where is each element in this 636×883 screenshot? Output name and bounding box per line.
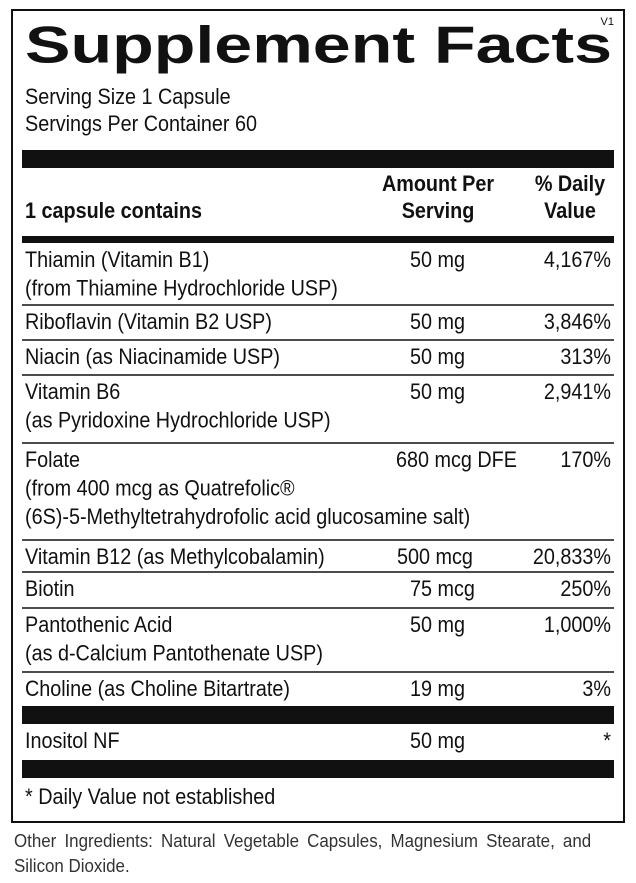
thick-rule: [22, 706, 614, 724]
nutrient-name: Choline (as Choline Bitartrate): [25, 677, 290, 701]
amount: 50 mg: [410, 248, 465, 272]
daily-value: 3%: [582, 677, 611, 701]
header-daily-value: Value: [544, 199, 596, 223]
daily-value: 20,833%: [533, 545, 611, 569]
serving-size: Serving Size 1 Capsule: [25, 85, 231, 109]
daily-value: 4,167%: [544, 248, 611, 272]
version: V1: [601, 16, 614, 28]
amount: 680 mcg DFE: [396, 448, 517, 472]
daily-value: 170%: [560, 448, 611, 472]
nutrient-name: Thiamin (Vitamin B1): [25, 248, 209, 272]
nutrient-name: Biotin: [25, 577, 74, 601]
nutrient-name: (as Pyridoxine Hydrochloride USP): [25, 408, 331, 432]
nutrient-name: (6S)-5-Methyltetrahydrofolic acid glucos…: [25, 505, 470, 529]
header-amount: Serving: [402, 199, 475, 223]
amount: 75 mcg: [410, 577, 475, 601]
nutrient-name: (from Thiamine Hydrochloride USP): [25, 276, 338, 300]
nutrient-name: Vitamin B12 (as Methylcobalamin): [25, 545, 325, 569]
daily-value: 3,846%: [544, 310, 611, 334]
other-ingredients: Other Ingredients: Natural Vegetable Cap…: [14, 831, 592, 876]
header-daily-value: % Daily: [535, 172, 606, 196]
amount: 19 mg: [410, 677, 465, 701]
servings-per-container: Servings Per Container 60: [25, 112, 257, 136]
daily-value: 250%: [560, 577, 611, 601]
amount: 50 mg: [410, 729, 465, 753]
nutrient-name: (as d-Calcium Pantothenate USP): [25, 641, 323, 665]
nutrient-name: Niacin (as Niacinamide USP): [25, 345, 280, 369]
thick-rule: [22, 150, 614, 168]
thick-rule: [22, 760, 614, 778]
amount: 500 mcg: [397, 545, 473, 569]
amount: 50 mg: [410, 613, 465, 637]
nutrient-name: Pantothenic Acid: [25, 613, 172, 637]
nutrient-name: Inositol NF: [25, 729, 120, 753]
nutrient-name: (from 400 mcg as Quatrefolic®: [25, 476, 295, 500]
daily-value: 313%: [560, 345, 611, 369]
title: Supplement Facts: [25, 17, 612, 75]
daily-value: *: [603, 729, 611, 753]
amount: 50 mg: [410, 345, 465, 369]
nutrient-name: Riboflavin (Vitamin B2 USP): [25, 310, 272, 334]
daily-value: 1,000%: [544, 613, 611, 637]
header-name: 1 capsule contains: [25, 199, 202, 223]
header-amount: Amount Per: [382, 172, 494, 196]
nutrient-name: Vitamin B6: [25, 380, 120, 404]
daily-value: 2,941%: [544, 380, 611, 404]
amount: 50 mg: [410, 310, 465, 334]
label-border: [11, 9, 625, 823]
thick-rule: [22, 236, 614, 243]
footnote: * Daily Value not established: [25, 785, 275, 809]
nutrient-name: Folate: [25, 448, 80, 472]
amount: 50 mg: [410, 380, 465, 404]
